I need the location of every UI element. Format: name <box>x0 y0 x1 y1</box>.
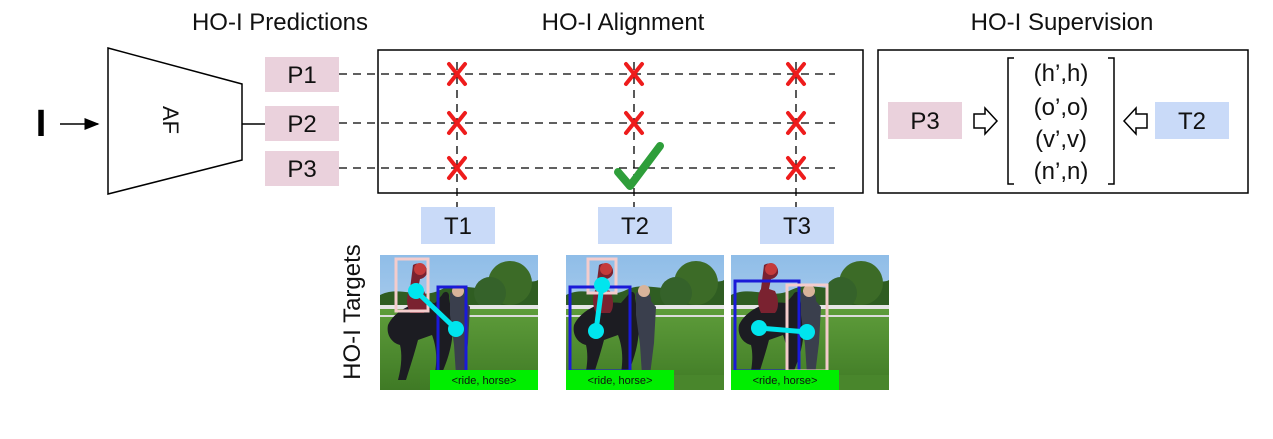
cross-icon <box>624 111 644 135</box>
interaction-link <box>414 289 458 331</box>
supervision-pair-1: (h’,h) <box>1034 60 1089 87</box>
interaction-label-box <box>731 370 839 390</box>
target-box-t2 <box>598 207 672 244</box>
prediction-box-p2 <box>265 106 339 141</box>
interaction-label: <ride, horse> <box>452 375 517 387</box>
target-label-t3: T3 <box>783 213 811 240</box>
cross-icon <box>447 62 467 86</box>
object-keypoint <box>588 323 604 339</box>
prediction-label-p1: P1 <box>287 62 316 89</box>
target-box-t3 <box>760 207 834 244</box>
target-label-t2: T2 <box>621 213 649 240</box>
target-thumbnail-1: <ride, horse> <box>380 255 538 390</box>
heading-supervision: HO-I Supervision <box>971 9 1154 36</box>
target-list: T1 T2 T3 <box>421 207 834 244</box>
alignment-panel <box>377 49 864 194</box>
supervision-pair-2: (o’,o) <box>1034 94 1089 121</box>
encoder-label: AF <box>158 106 183 134</box>
human-keypoint <box>799 324 815 340</box>
supervision-prediction-label: P3 <box>910 108 939 135</box>
match-check-icon <box>614 142 664 190</box>
mismatch-cross-icons <box>447 62 806 180</box>
cross-icon <box>447 111 467 135</box>
supervision-panel <box>877 49 1249 194</box>
interaction-label-box <box>430 370 538 390</box>
object-keypoint <box>448 321 464 337</box>
supervision-target-label: T2 <box>1178 108 1206 135</box>
supervision-pair-4: (n’,n) <box>1034 158 1089 185</box>
prediction-list: P1 P2 P3 <box>265 57 339 186</box>
heading-alignment: HO-I Alignment <box>542 9 705 36</box>
left-arrow-icon <box>1122 106 1148 136</box>
interaction-label: <ride, horse> <box>753 375 818 387</box>
prediction-label-p3: P3 <box>287 156 316 183</box>
cross-icon <box>447 156 467 180</box>
target-thumbnail-3: <ride, horse> <box>731 255 889 390</box>
encoder-block <box>107 47 243 195</box>
supervision-target-box <box>1155 102 1229 139</box>
interaction-link <box>758 325 808 335</box>
cross-icon <box>786 111 806 135</box>
left-bracket-icon <box>1007 57 1014 185</box>
input-label: I <box>36 103 47 145</box>
interaction-label-box <box>566 370 674 390</box>
cross-icon <box>624 62 644 86</box>
human-keypoint <box>408 283 424 299</box>
cross-icon <box>786 156 806 180</box>
right-bracket-icon <box>1108 57 1115 185</box>
human-box <box>394 257 430 313</box>
object-keypoint <box>751 320 767 336</box>
supervision-pair-3: (v’,v) <box>1035 126 1087 153</box>
target-box-t1 <box>421 207 495 244</box>
prediction-box-p3 <box>265 151 339 186</box>
target-thumbnail-2: <ride, horse> <box>566 255 724 390</box>
prediction-box-p1 <box>265 57 339 92</box>
human-keypoint <box>594 277 610 293</box>
supervision-prediction-box <box>888 102 962 139</box>
interaction-label: <ride, horse> <box>588 375 653 387</box>
prediction-label-p2: P2 <box>287 111 316 138</box>
heading-targets: HO-I Targets <box>339 244 366 380</box>
cross-icon <box>786 62 806 86</box>
heading-predictions: HO-I Predictions <box>192 9 368 36</box>
target-label-t1: T1 <box>444 213 472 240</box>
right-arrow-icon <box>973 106 999 136</box>
